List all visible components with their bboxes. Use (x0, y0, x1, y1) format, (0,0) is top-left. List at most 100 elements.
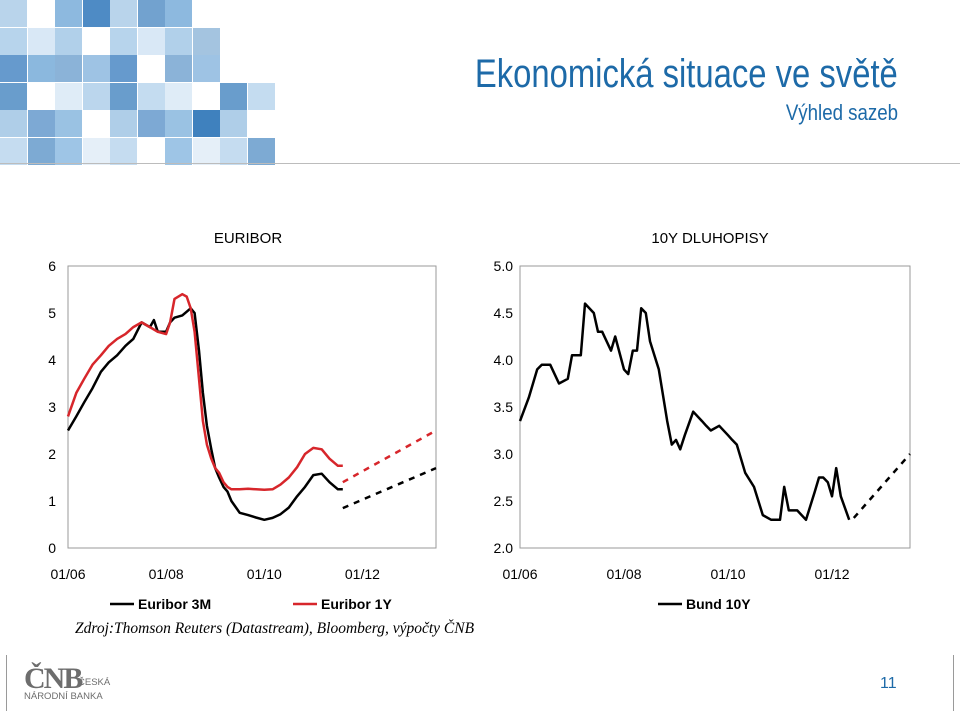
forecast-line-euribor-3m (342, 466, 437, 510)
mosaic-tile (0, 55, 27, 82)
euribor-legend: Euribor 3M Euribor 1Y (110, 596, 392, 612)
euribor-y-tick-label: 1 (48, 493, 56, 509)
bund-plot-area (519, 265, 911, 549)
mosaic-tile (110, 27, 137, 55)
mosaic-tile (192, 137, 220, 165)
euribor-y-tick-label: 0 (48, 540, 56, 556)
mosaic-tile (82, 0, 110, 27)
mosaic-tile (110, 55, 137, 82)
bund-x-axis: 01/06 01/08 01/10 01/12 (502, 566, 849, 582)
bund-x-tick-label: 01/12 (814, 566, 849, 582)
mosaic-tile (165, 0, 192, 27)
series-line-euribor-1y (66, 292, 343, 491)
euribor-x-tick-label: 01/08 (149, 566, 184, 582)
euribor-y-tick-label: 4 (48, 352, 56, 368)
mosaic-tile (137, 82, 165, 110)
cnb-logo-mark: ČNB (24, 662, 83, 695)
mosaic-tile (55, 0, 82, 27)
mosaic-tile (110, 0, 137, 27)
mosaic-tile (165, 110, 192, 137)
mosaic-tile (220, 110, 247, 137)
mosaic-tile (137, 0, 165, 27)
bund-y-tick-label: 5.0 (494, 258, 514, 274)
bund-chart-title: 10Y DLUHOPISY (651, 230, 768, 247)
mosaic-tile (0, 137, 27, 165)
mosaic-tile (27, 137, 55, 165)
mosaic-tile (0, 0, 27, 27)
euribor-y-axis: 0 1 2 3 4 5 6 (48, 258, 56, 556)
legend-label-bund-10y: Bund 10Y (686, 596, 751, 612)
euribor-chart: EURIBOR 0 1 2 3 4 5 6 01/06 01/08 01/10 01/12 (48, 230, 437, 582)
euribor-x-tick-label: 01/12 (345, 566, 380, 582)
forecast-line-bund-10y (852, 453, 911, 519)
slide-subtitle: Výhled sazeb (785, 100, 898, 125)
mosaic-tile (137, 110, 165, 137)
euribor-series-group (66, 292, 437, 522)
mosaic-tile (165, 55, 192, 82)
cnb-logo: ČNB ČESKÁ NÁRODNÍ BANKA (24, 664, 124, 704)
mosaic-tile (27, 55, 55, 82)
footer-left-border (6, 655, 7, 711)
bund-x-tick-label: 01/06 (502, 566, 537, 582)
mosaic-tile (27, 27, 55, 55)
mosaic-tile (55, 137, 82, 165)
mosaic-tile (220, 82, 247, 110)
euribor-x-axis: 01/06 01/08 01/10 01/12 (50, 566, 380, 582)
mosaic-tile (82, 55, 110, 82)
bund-y-tick-label: 2.5 (494, 493, 514, 509)
euribor-y-tick-label: 5 (48, 305, 56, 321)
bund-y-axis: 2.0 2.5 3.0 3.5 4.0 4.5 5.0 (494, 258, 514, 556)
mosaic-tile (0, 27, 27, 55)
mosaic-tile (27, 110, 55, 137)
bund-y-tick-label: 2.0 (494, 540, 514, 556)
mosaic-tile (165, 27, 192, 55)
mosaic-tile (0, 110, 27, 137)
legend-label-euribor-3m: Euribor 3M (138, 596, 211, 612)
bund-x-tick-label: 01/10 (710, 566, 745, 582)
mosaic-tile (220, 137, 247, 165)
series-line-euribor-3m (66, 307, 343, 522)
bund-y-tick-label: 3.5 (494, 399, 514, 415)
bund-y-tick-label: 4.0 (494, 352, 514, 368)
mosaic-tile (247, 137, 275, 165)
legend-label-euribor-1y: Euribor 1Y (321, 596, 392, 612)
euribor-y-tick-label: 3 (48, 399, 56, 415)
mosaic-tile (165, 137, 192, 165)
mosaic-tile (55, 82, 82, 110)
euribor-x-tick-label: 01/06 (50, 566, 85, 582)
mosaic-tile (192, 27, 220, 55)
bund-y-tick-label: 4.5 (494, 305, 514, 321)
mosaic-tile (110, 82, 137, 110)
header-divider (0, 163, 960, 164)
mosaic-tile (110, 137, 137, 165)
source-note: Zdroj:Thomson Reuters (Datastream), Bloo… (75, 620, 475, 637)
cnb-logo-line1: ČESKÁ (78, 677, 111, 688)
euribor-y-tick-label: 6 (48, 258, 56, 274)
page-number: 11 (880, 675, 897, 692)
cnb-logo-line2: NÁRODNÍ BANKA (24, 691, 103, 702)
mosaic-tile (55, 27, 82, 55)
mosaic-tile (0, 82, 27, 110)
mosaic-tile (82, 82, 110, 110)
mosaic-tile (137, 27, 165, 55)
euribor-y-tick-label: 2 (48, 446, 56, 462)
euribor-x-tick-label: 01/10 (247, 566, 282, 582)
footer-right-border (953, 655, 954, 711)
mosaic-tile (192, 55, 220, 82)
mosaic-tile (247, 82, 275, 110)
header-mosaic (0, 0, 290, 165)
mosaic-tile (192, 110, 220, 137)
bund-chart: 10Y DLUHOPISY 2.0 2.5 3.0 3.5 4.0 4.5 5.0 01/0… (494, 230, 911, 582)
mosaic-tile (82, 137, 110, 165)
bund-legend: Bund 10Y (658, 596, 751, 612)
bund-x-tick-label: 01/08 (606, 566, 641, 582)
slide-title: Ekonomická situace ve světě (475, 52, 898, 96)
mosaic-tile (55, 55, 82, 82)
euribor-chart-title: EURIBOR (214, 230, 283, 247)
mosaic-tile (165, 82, 192, 110)
mosaic-tile (55, 110, 82, 137)
bund-y-tick-label: 3.0 (494, 446, 514, 462)
mosaic-tile (110, 110, 137, 137)
bund-series-group (518, 302, 911, 522)
